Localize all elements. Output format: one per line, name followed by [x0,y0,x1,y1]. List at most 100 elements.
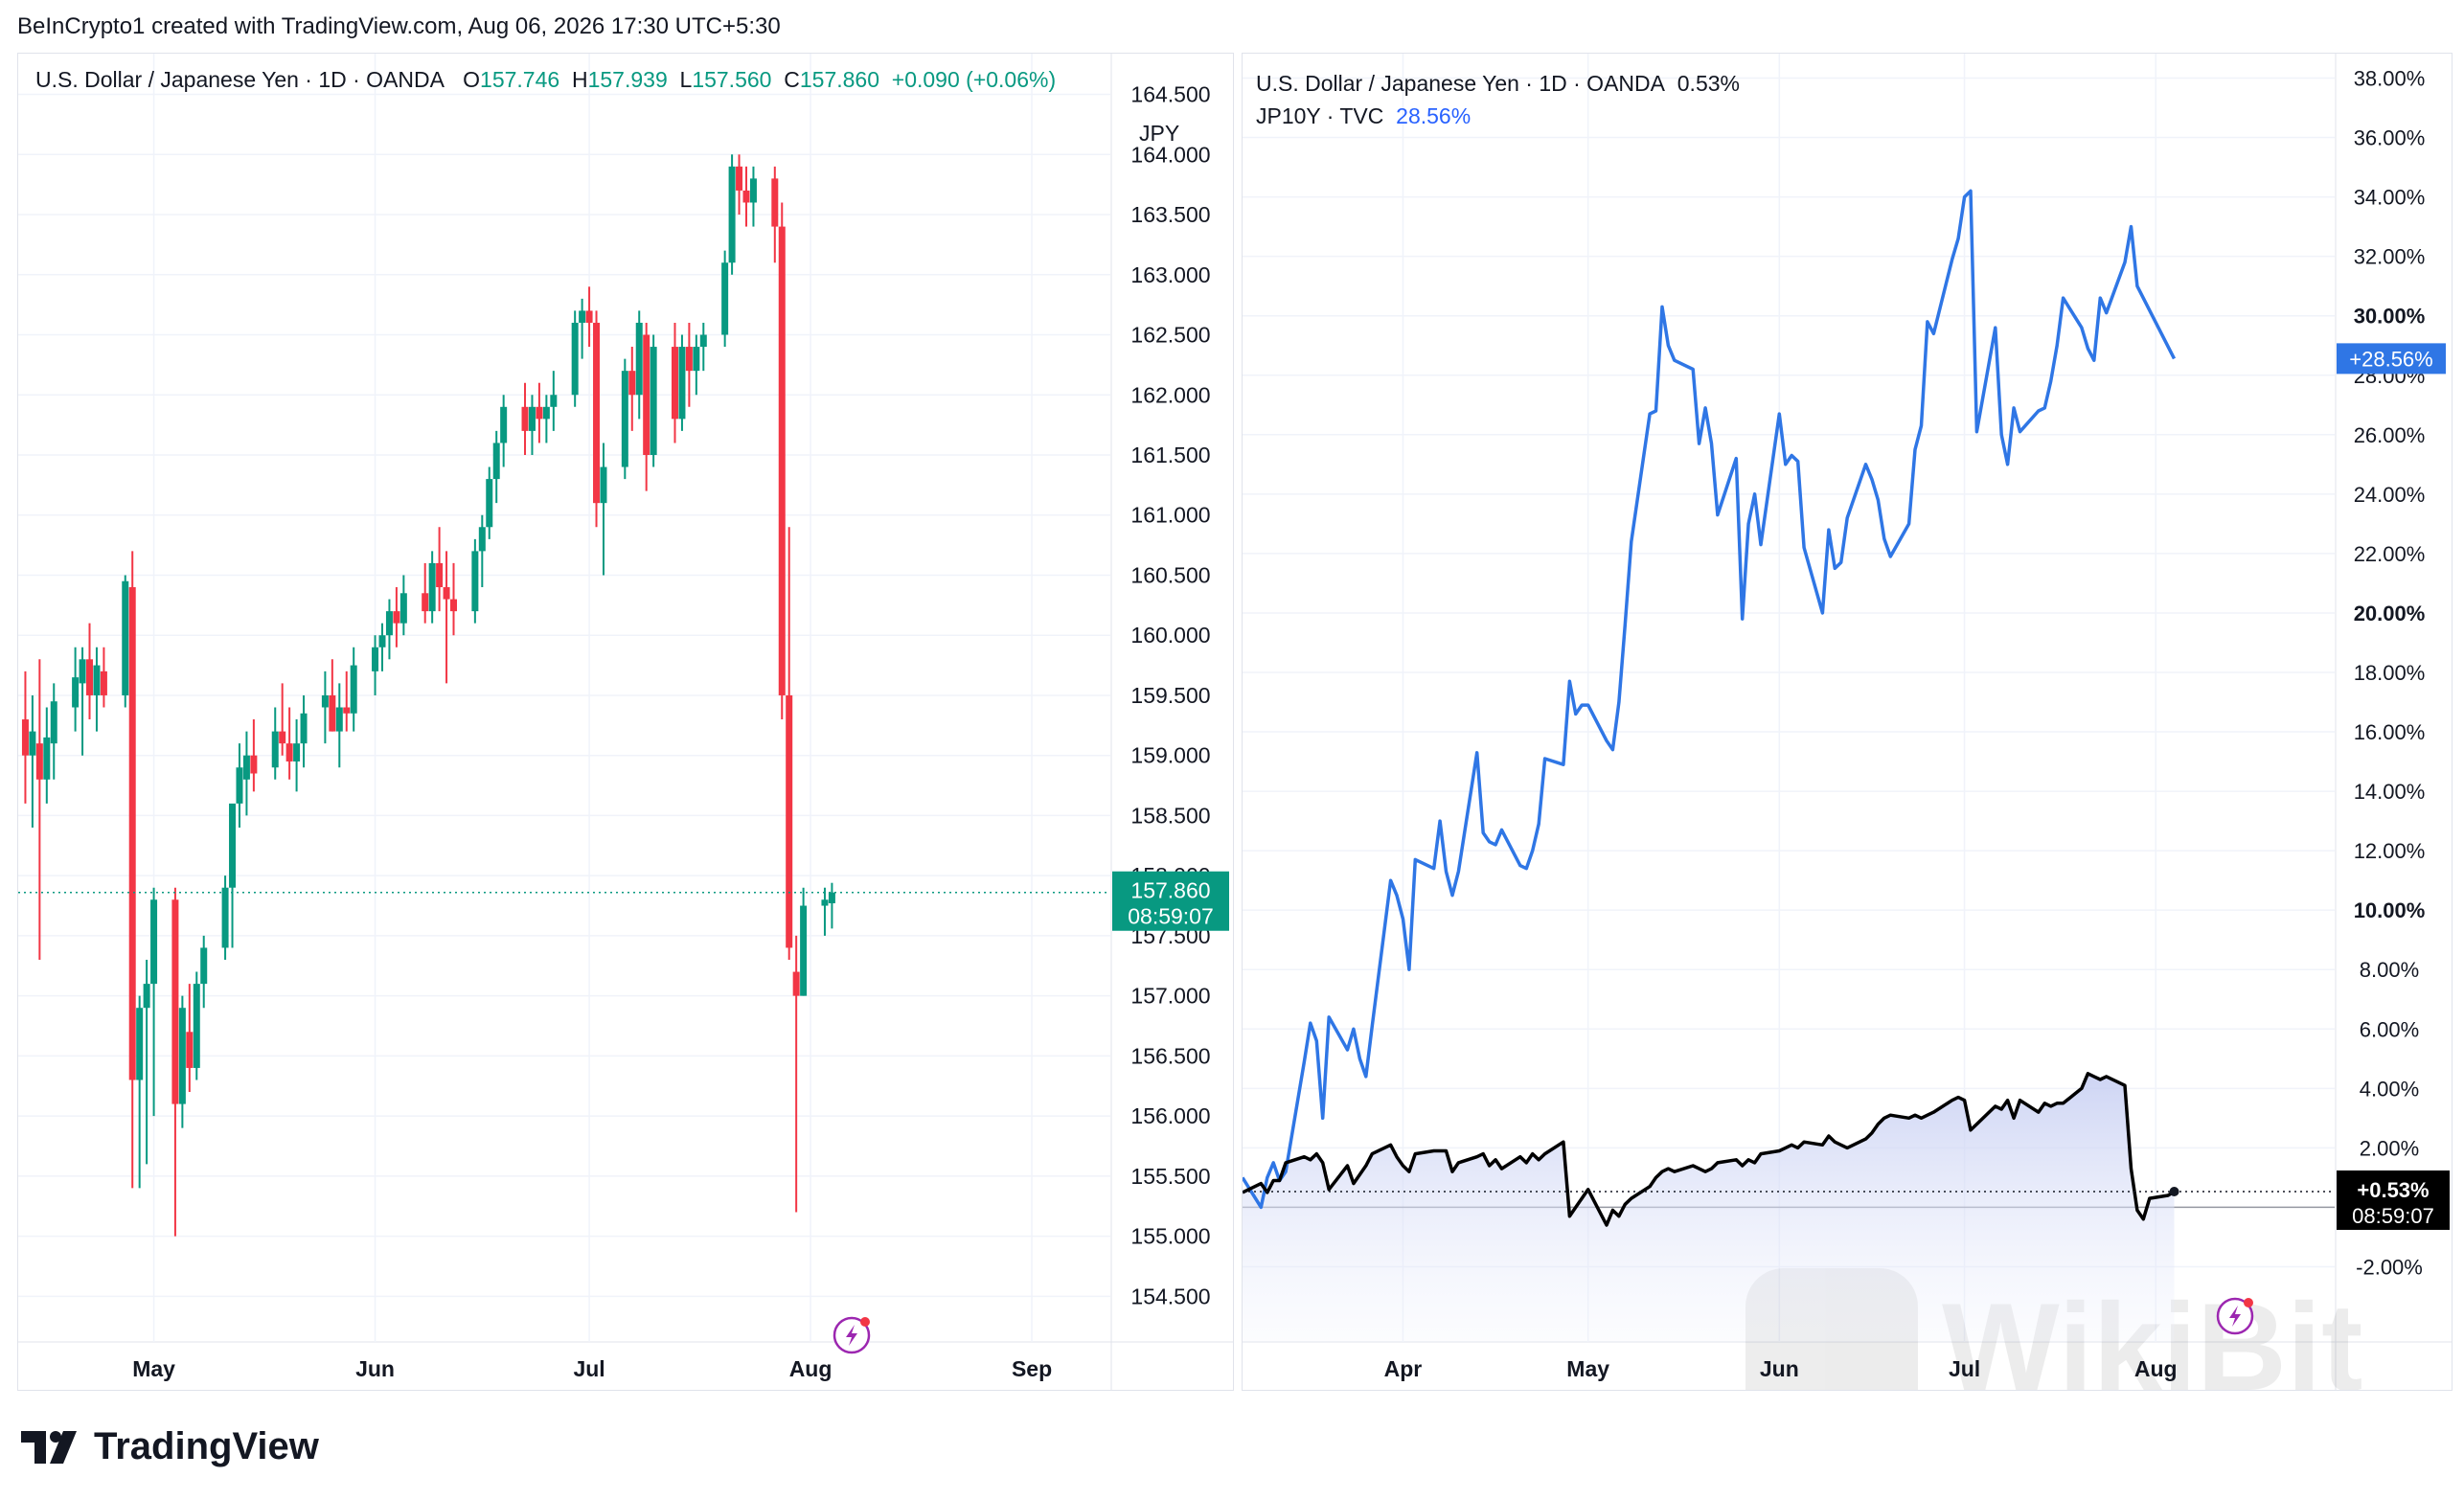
candle[interactable] [100,647,107,708]
flash-icon[interactable] [2216,1297,2254,1335]
candle[interactable] [21,670,29,804]
comparison-panel[interactable]: WikiBit 38.00%36.00%34.00%32.00%30.00%28… [1242,53,2453,1391]
candle[interactable] [422,562,429,624]
candle[interactable] [628,347,636,431]
candle[interactable] [443,551,450,684]
candle[interactable] [250,719,258,792]
candle[interactable] [321,670,329,744]
candle[interactable] [786,527,793,961]
candle-body [43,737,51,780]
candle[interactable] [43,707,51,804]
candle[interactable] [29,694,36,828]
usdjpy-last-text: +0.53% [2357,1178,2429,1202]
candle[interactable] [229,803,237,948]
candle[interactable] [471,538,479,624]
candle[interactable] [778,202,786,720]
candle[interactable] [329,659,336,732]
candle[interactable] [699,322,707,372]
candle[interactable] [821,887,829,936]
candle[interactable] [736,154,743,216]
comparison-line-chart[interactable]: WikiBit 38.00%36.00%34.00%32.00%30.00%28… [1243,54,2452,1390]
candle[interactable] [550,371,558,431]
candle[interactable] [742,166,750,227]
candle[interactable] [79,647,86,756]
candlestick-chart[interactable]: 164.500 164.000 163.500 163.000 162.500 162.0… [18,54,1233,1390]
candle[interactable] [800,887,808,996]
candle[interactable] [671,322,678,443]
legend-jp10y-value: 28.56% [1396,103,1472,128]
symbol-legend: U.S. Dollar / Japanese Yen · 1D · OANDA … [35,67,1057,92]
currency-label[interactable]: JPY [1139,121,1180,146]
candle[interactable] [150,887,158,1117]
candle[interactable] [122,575,129,708]
candle[interactable] [486,466,493,539]
usdjpy-candlestick-panel[interactable]: 164.500 164.000 163.500 163.000 162.500 162.0… [17,53,1234,1391]
candle[interactable] [428,551,436,624]
candle[interactable] [399,575,407,636]
candle[interactable] [271,707,279,780]
candle[interactable] [450,562,458,636]
candle[interactable] [643,322,650,491]
candle[interactable] [221,875,229,961]
candle[interactable] [721,250,729,348]
candle[interactable] [171,887,179,1237]
candle[interactable] [242,731,250,816]
candle[interactable] [128,551,136,1189]
usdjpy-line[interactable] [1243,1072,2176,1227]
candle[interactable] [579,298,586,359]
tradingview-logo[interactable]: TradingView [21,1425,319,1468]
candle[interactable] [492,430,500,504]
candle[interactable] [542,395,550,443]
candle[interactable] [528,395,536,455]
candle[interactable] [200,935,208,1009]
candle[interactable] [193,971,200,1080]
candle[interactable] [571,310,579,407]
candle[interactable] [236,743,243,828]
candle[interactable] [436,527,444,612]
candle[interactable] [72,647,80,732]
candle[interactable] [378,623,386,671]
candle[interactable] [335,683,343,768]
candle[interactable] [143,960,150,1165]
candle[interactable] [685,322,693,407]
candle[interactable] [86,623,94,720]
candle[interactable] [585,286,593,348]
candle[interactable] [285,707,293,780]
candle[interactable] [521,382,529,455]
candle[interactable] [693,334,700,396]
flash-icon[interactable] [833,1316,871,1354]
candle[interactable] [372,635,379,695]
candle[interactable] [50,683,57,780]
candle[interactable] [186,984,194,1093]
candle[interactable] [35,659,43,961]
candle[interactable] [93,647,101,732]
candle-body [50,701,57,744]
candle[interactable] [343,670,351,732]
candle[interactable] [678,334,686,431]
candle[interactable] [621,358,628,480]
candle[interactable] [771,166,779,263]
candle[interactable] [536,382,543,443]
candle[interactable] [500,395,508,467]
candle[interactable] [393,587,400,648]
percent-tick-label: 26.00% [2354,423,2426,447]
countdown-text: 08:59:07 [2352,1204,2434,1228]
candle[interactable] [593,310,601,528]
jp10y-line[interactable] [1243,189,2177,1210]
candle[interactable] [635,310,643,420]
candle[interactable] [350,647,357,732]
candle[interactable] [478,514,486,588]
candle[interactable] [650,334,657,467]
candle[interactable] [600,443,607,576]
candle[interactable] [293,719,301,792]
candle[interactable] [728,154,736,275]
candle[interactable] [178,995,186,1128]
candle[interactable] [279,683,286,756]
candle[interactable] [749,166,757,227]
candle[interactable] [300,694,308,768]
percent-tick-label: 8.00% [2360,958,2419,982]
candle[interactable] [136,995,144,1189]
candle[interactable] [828,882,835,929]
candle[interactable] [385,599,393,660]
candle[interactable] [792,935,800,1213]
